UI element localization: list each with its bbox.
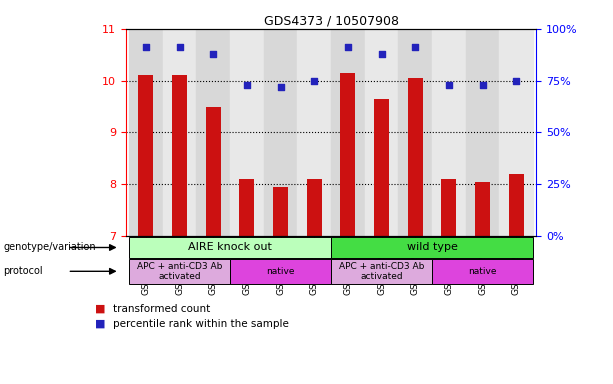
Title: GDS4373 / 10507908: GDS4373 / 10507908 — [264, 15, 398, 28]
Bar — [408, 78, 423, 236]
Point — [141, 45, 151, 51]
Point — [410, 45, 420, 51]
Text: ■: ■ — [95, 319, 105, 329]
Bar — [129, 259, 230, 284]
Point — [376, 51, 386, 57]
Bar — [365, 29, 398, 236]
Bar — [230, 29, 264, 236]
Bar — [273, 187, 288, 236]
Bar — [398, 29, 432, 236]
Point — [343, 45, 352, 51]
Bar — [239, 179, 254, 236]
Bar — [475, 182, 490, 236]
Bar — [331, 237, 533, 258]
Bar — [331, 259, 432, 284]
Point — [478, 82, 487, 88]
Text: native: native — [468, 267, 497, 276]
Bar — [297, 29, 331, 236]
Bar — [432, 259, 533, 284]
Point — [310, 78, 319, 84]
Text: ■: ■ — [95, 304, 105, 314]
Bar — [129, 237, 331, 258]
Text: genotype/variation: genotype/variation — [3, 242, 96, 253]
Text: native: native — [266, 267, 295, 276]
Bar — [374, 99, 389, 236]
Bar — [441, 179, 457, 236]
Point — [511, 78, 521, 84]
Bar — [196, 29, 230, 236]
Text: APC + anti-CD3 Ab
activated: APC + anti-CD3 Ab activated — [137, 262, 223, 281]
Bar — [432, 29, 466, 236]
Text: wild type: wild type — [406, 242, 457, 253]
Bar — [306, 179, 322, 236]
Bar — [172, 76, 187, 236]
Bar — [129, 29, 162, 236]
Text: protocol: protocol — [3, 266, 43, 276]
Text: percentile rank within the sample: percentile rank within the sample — [113, 319, 289, 329]
Bar — [331, 29, 365, 236]
Bar — [466, 29, 500, 236]
Point — [444, 82, 454, 88]
Point — [175, 45, 185, 51]
Text: AIRE knock out: AIRE knock out — [188, 242, 272, 253]
Bar — [205, 106, 221, 236]
Text: transformed count: transformed count — [113, 304, 211, 314]
Bar — [264, 29, 297, 236]
Point — [208, 51, 218, 57]
Text: APC + anti-CD3 Ab
activated: APC + anti-CD3 Ab activated — [339, 262, 424, 281]
Point — [276, 84, 286, 90]
Bar — [340, 73, 356, 236]
Bar — [139, 76, 153, 236]
Bar — [500, 29, 533, 236]
Bar — [230, 259, 331, 284]
Bar — [162, 29, 196, 236]
Point — [242, 82, 252, 88]
Bar — [509, 174, 524, 236]
